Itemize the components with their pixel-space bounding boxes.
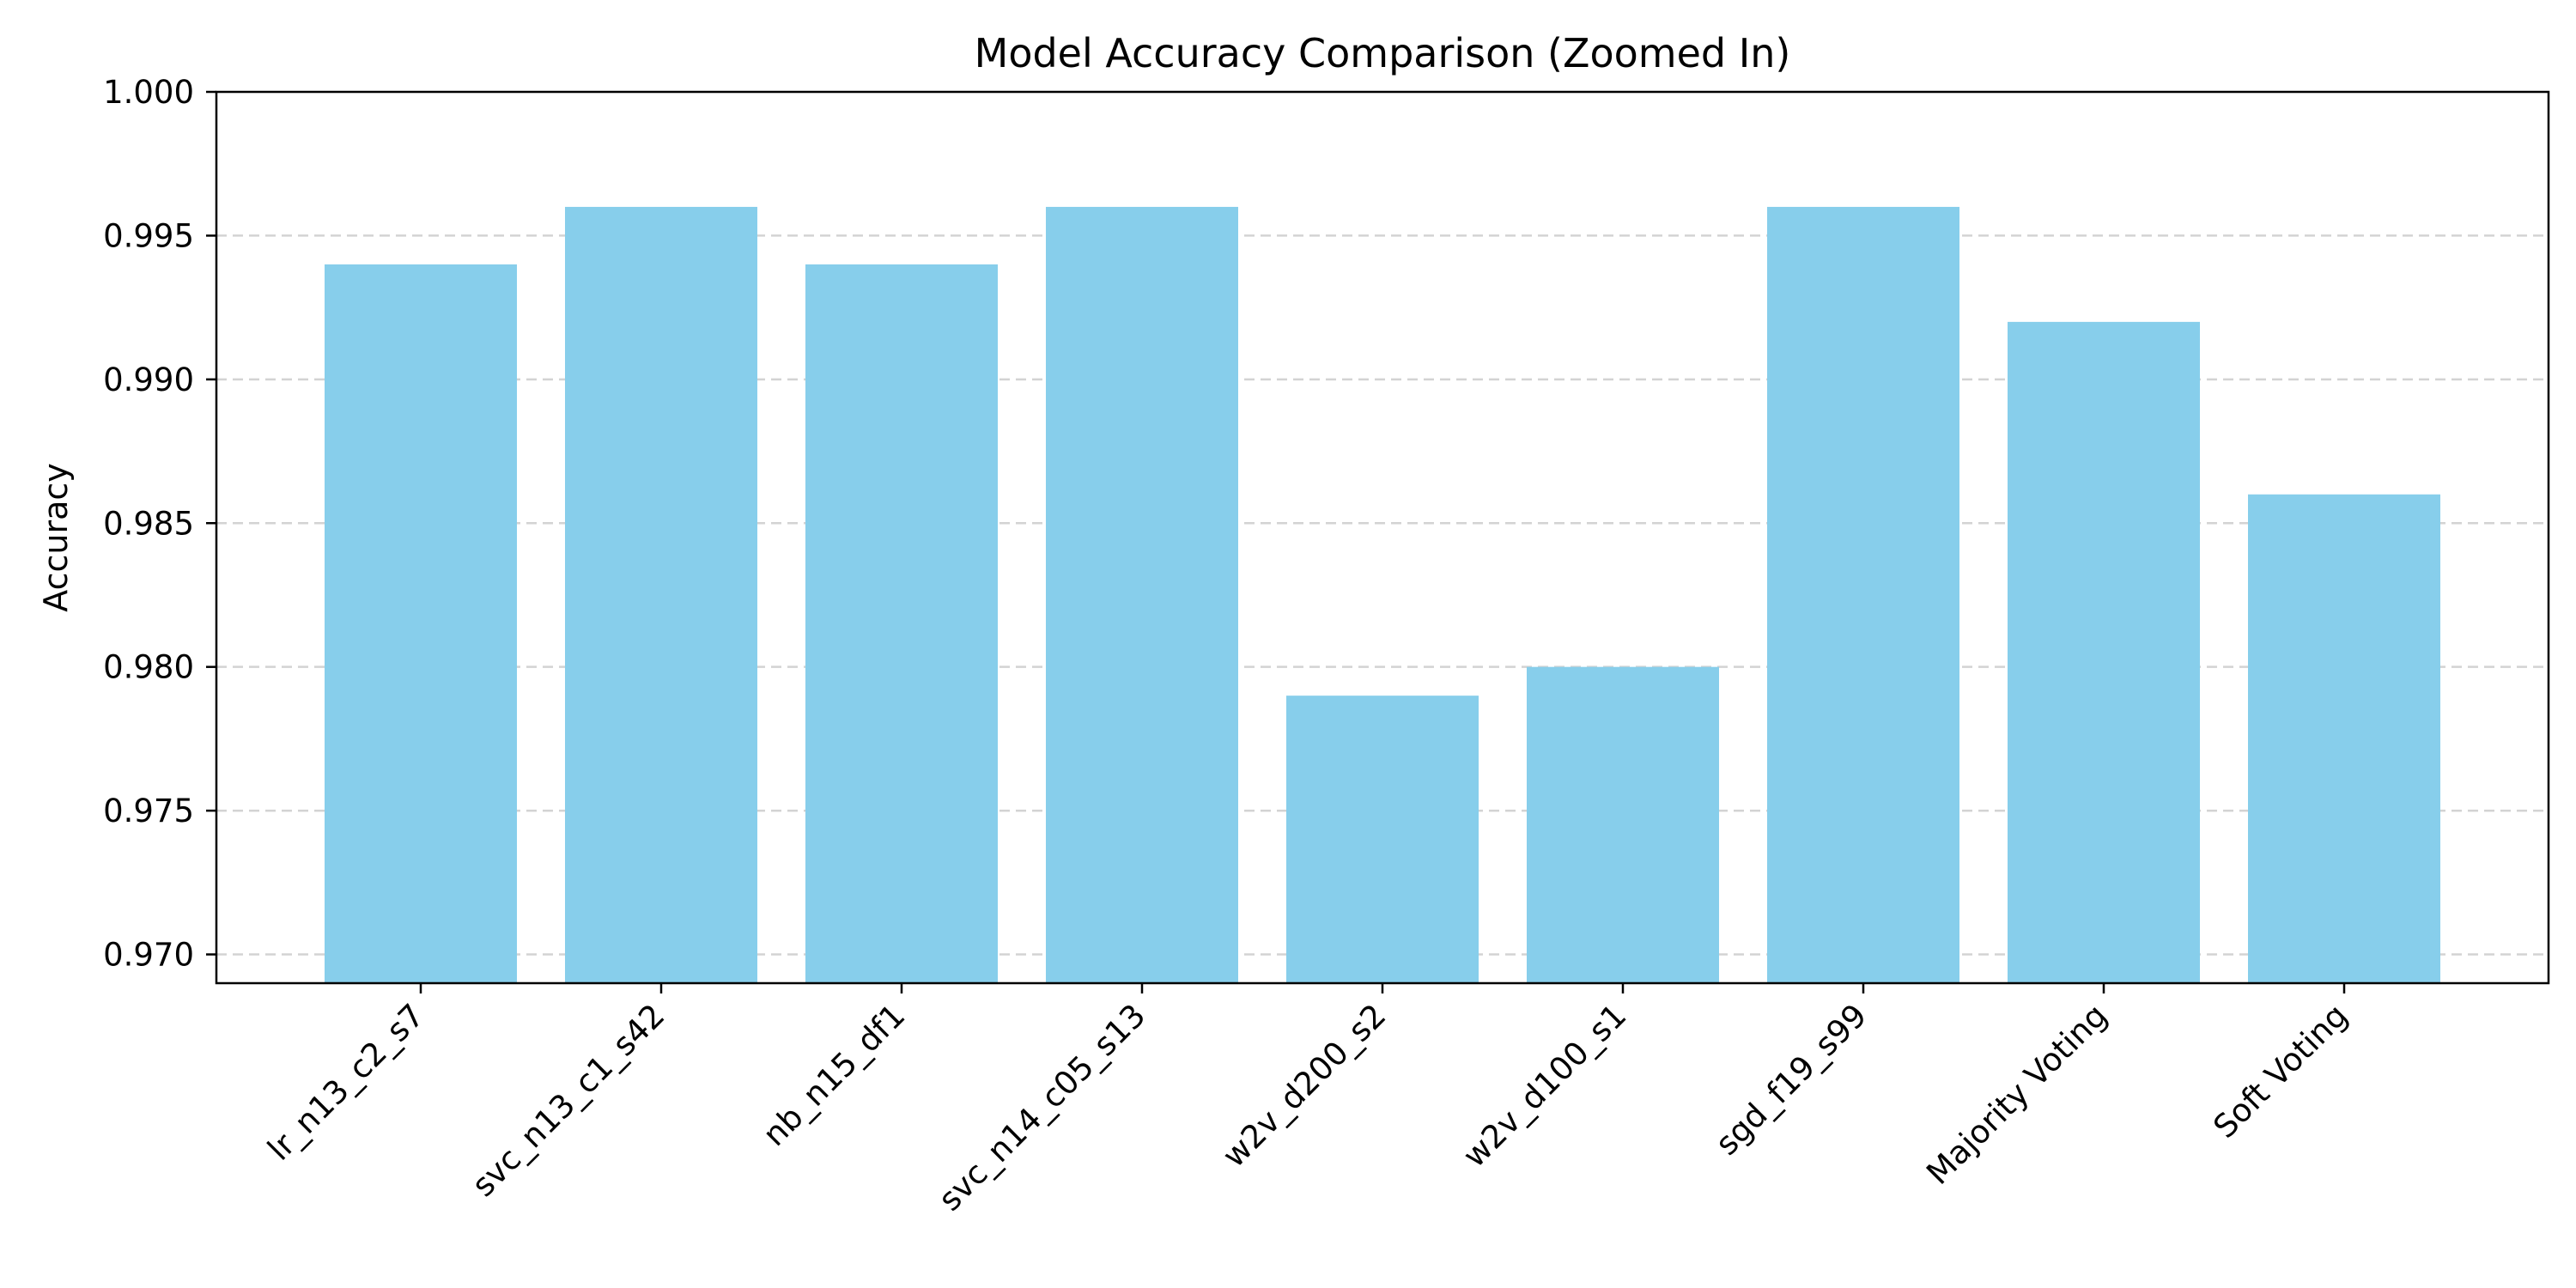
chart-title: Model Accuracy Comparison (Zoomed In) bbox=[975, 30, 1791, 76]
bar bbox=[2008, 321, 2200, 983]
y-tick-label: 0.985 bbox=[103, 505, 194, 542]
bar bbox=[1046, 206, 1238, 983]
bar bbox=[1286, 696, 1479, 983]
y-tick-label: 0.970 bbox=[103, 937, 194, 974]
bar bbox=[1527, 666, 1719, 983]
bar bbox=[2248, 494, 2440, 983]
y-axis-ticks: 0.970 0.975 0.980 0.985 0.990 0.995 1.000 bbox=[103, 74, 216, 974]
y-tick-label: 1.000 bbox=[103, 74, 194, 111]
bars bbox=[325, 206, 2440, 984]
y-tick-label: 0.975 bbox=[103, 793, 194, 829]
bar bbox=[325, 264, 517, 984]
bar bbox=[565, 206, 757, 983]
y-tick-label: 0.995 bbox=[103, 217, 194, 254]
y-axis-label: Accuracy bbox=[37, 463, 75, 612]
bar bbox=[1767, 206, 1959, 983]
y-tick-label: 0.990 bbox=[103, 361, 194, 398]
y-tick-label: 0.980 bbox=[103, 649, 194, 686]
bar bbox=[805, 264, 998, 984]
